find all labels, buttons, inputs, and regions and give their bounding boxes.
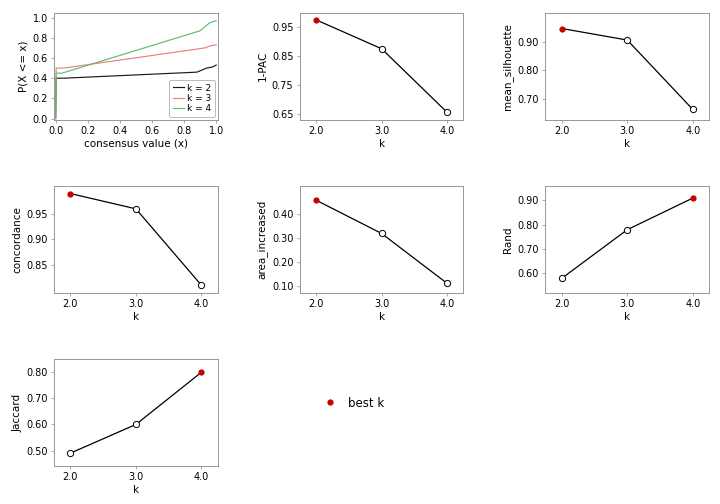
k = 3 — [212, 42, 220, 48]
X-axis label: k: k — [624, 312, 631, 322]
Y-axis label: Rand: Rand — [503, 226, 513, 253]
k = 3 — [51, 115, 60, 121]
X-axis label: k: k — [624, 139, 631, 149]
k = 4 — [212, 18, 220, 24]
k = 2 — [51, 115, 60, 121]
k = 2 — [150, 71, 158, 77]
X-axis label: k: k — [379, 312, 384, 322]
k = 2 — [212, 62, 220, 68]
k = 3 — [146, 52, 155, 58]
k = 3 — [197, 45, 205, 51]
X-axis label: k: k — [132, 485, 139, 495]
k = 2 — [186, 70, 195, 76]
X-axis label: k: k — [379, 139, 384, 149]
k = 4 — [150, 42, 158, 48]
Legend: k = 2, k = 3, k = 4: k = 2, k = 3, k = 4 — [169, 80, 215, 117]
Line: k = 2: k = 2 — [55, 65, 216, 118]
k = 3 — [186, 47, 195, 53]
k = 3 — [150, 52, 158, 58]
k = 3 — [52, 65, 60, 71]
Y-axis label: 1-PAC: 1-PAC — [258, 51, 268, 81]
Y-axis label: concordance: concordance — [12, 206, 22, 273]
Y-axis label: area_increased: area_increased — [257, 200, 268, 279]
k = 4 — [147, 43, 156, 49]
k = 4 — [51, 115, 60, 121]
k = 2 — [197, 68, 205, 74]
k = 2 — [147, 71, 156, 77]
k = 2 — [52, 75, 60, 81]
X-axis label: consensus value (x): consensus value (x) — [84, 139, 188, 149]
Y-axis label: P(X <= x): P(X <= x) — [18, 40, 28, 92]
k = 4 — [197, 27, 205, 33]
Legend: best k: best k — [314, 392, 389, 414]
k = 4 — [52, 70, 60, 76]
k = 4 — [146, 43, 155, 49]
Y-axis label: Jaccard: Jaccard — [12, 394, 22, 432]
k = 4 — [186, 31, 195, 37]
X-axis label: k: k — [132, 312, 139, 322]
Y-axis label: mean_silhouette: mean_silhouette — [503, 23, 513, 109]
k = 2 — [146, 71, 155, 77]
k = 3 — [147, 52, 156, 58]
Line: k = 4: k = 4 — [55, 21, 216, 118]
Line: k = 3: k = 3 — [55, 45, 216, 118]
